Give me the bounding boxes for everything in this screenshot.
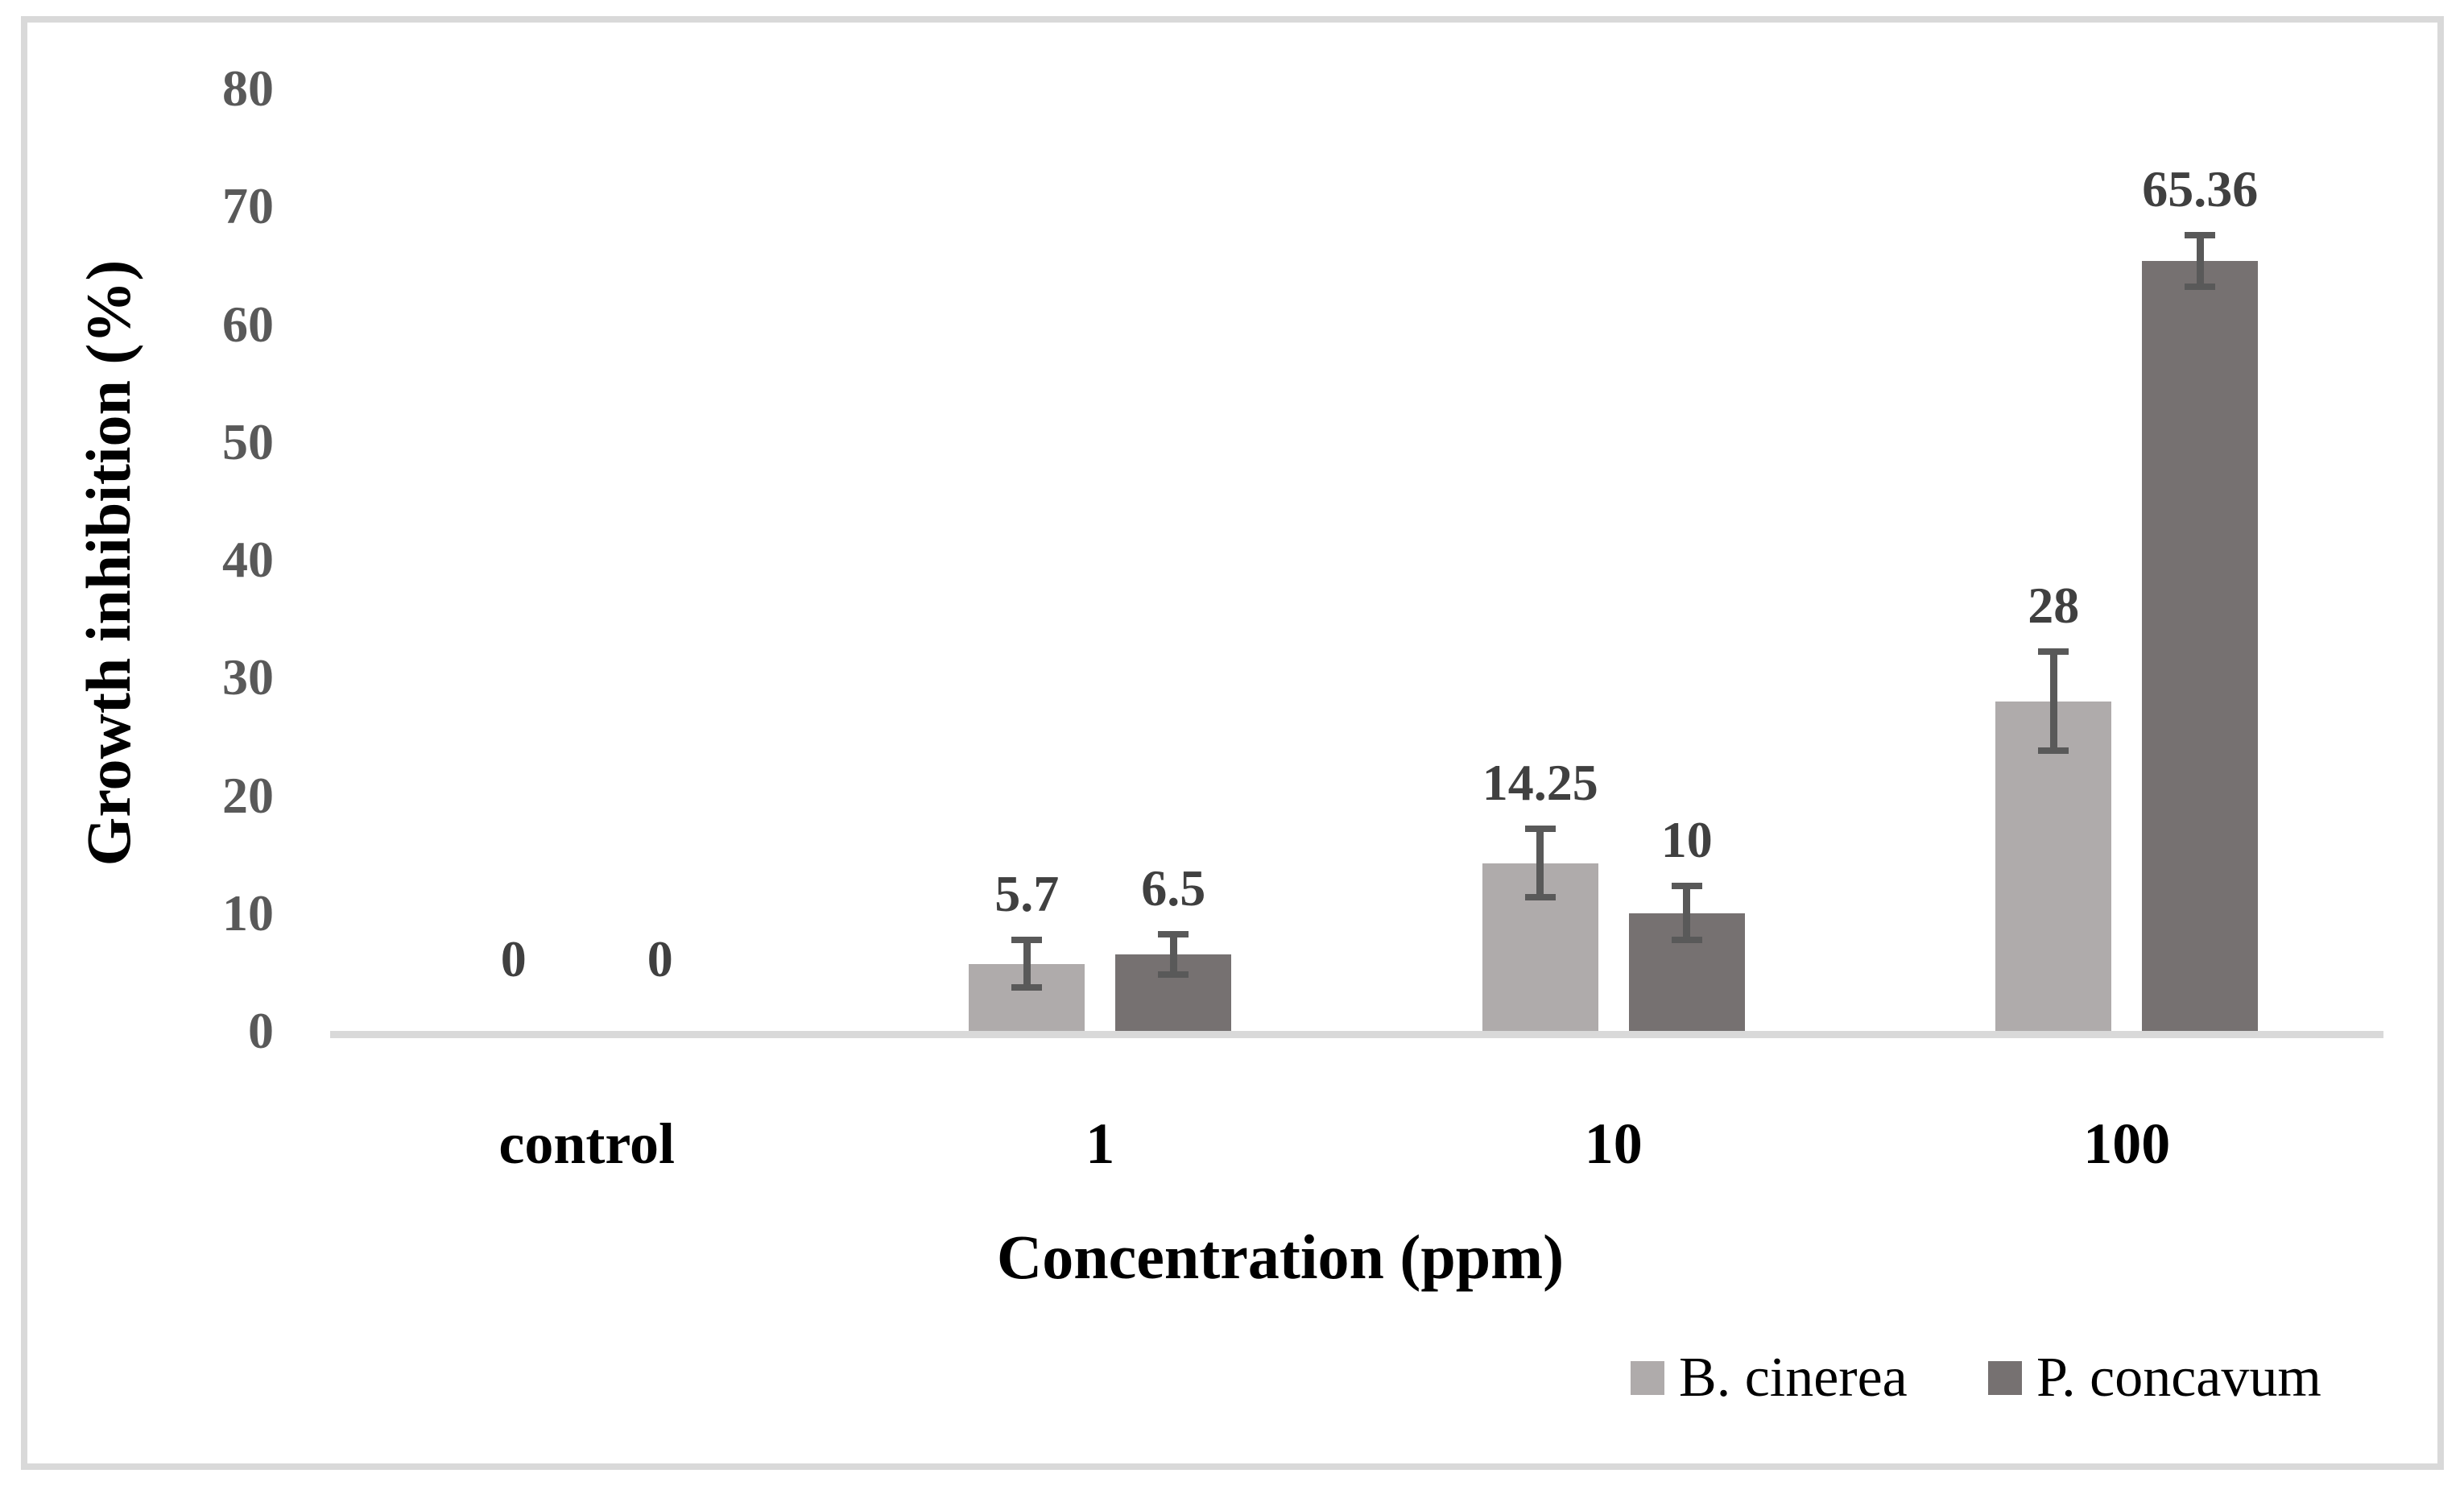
data-label: 5.7 [994,865,1060,923]
bar-series1 [1995,701,2112,1031]
y-tick-label: 30 [222,648,274,706]
x-category-label: 1 [1085,1111,1115,1176]
legend-item: B. cinerea [1631,1350,1908,1406]
data-label: 10 [1660,811,1713,869]
data-label: 0 [647,930,673,987]
data-label: 65.36 [2142,159,2259,217]
y-tick-label: 0 [248,1002,274,1059]
data-label: 28 [2028,577,2080,635]
y-tick-label: 20 [222,766,274,824]
y-tick-label: 50 [222,412,274,470]
error-bar-cap-bottom [2185,284,2216,291]
error-bar-line [2049,652,2057,751]
error-bar-cap-top [1671,883,1702,890]
error-bar-cap-bottom [2038,747,2069,754]
error-bar-line [1683,886,1691,941]
y-tick-label: 80 [222,60,274,117]
x-category-label: 10 [1584,1111,1643,1176]
error-bar-line [2196,234,2204,288]
x-axis-title: Concentration (ppm) [996,1222,1565,1292]
error-bar-cap-top [2038,648,2069,656]
error-bar-cap-top [1011,937,1043,944]
error-bar-cap-top [1158,931,1189,938]
data-label: 14.25 [1482,754,1598,812]
y-tick-label: 60 [222,295,274,353]
legend: B. cinerea P. concavum [0,1350,2464,1406]
x-category-label: 100 [2083,1111,2171,1176]
x-axis-line [330,1031,2383,1038]
error-bar-cap-bottom [1524,894,1556,900]
chart-border-frame [21,16,2444,1470]
error-bar-cap-top [1524,826,1556,833]
x-category-label: control [498,1111,676,1176]
error-bar-cap-bottom [1158,971,1189,978]
legend-label: P. concavum [2036,1347,2321,1409]
error-bar-cap-bottom [1671,937,1702,944]
bar-series2 [2142,261,2259,1031]
y-tick-label: 40 [222,531,274,588]
y-tick-label: 70 [222,177,274,235]
legend-item: P. concavum [1988,1350,2321,1406]
error-bar-cap-top [2185,231,2216,238]
y-tick-label: 10 [222,884,274,942]
legend-label: B. cinerea [1679,1347,1908,1409]
data-label: 0 [500,930,527,987]
legend-swatch-icon [1631,1361,1664,1395]
legend-swatch-icon [1988,1361,2022,1395]
error-bar-line [1169,934,1177,975]
error-bar-line [1023,940,1031,987]
error-bar-line [1536,829,1544,897]
error-bar-cap-bottom [1011,983,1043,991]
data-label: 6.5 [1141,859,1206,917]
